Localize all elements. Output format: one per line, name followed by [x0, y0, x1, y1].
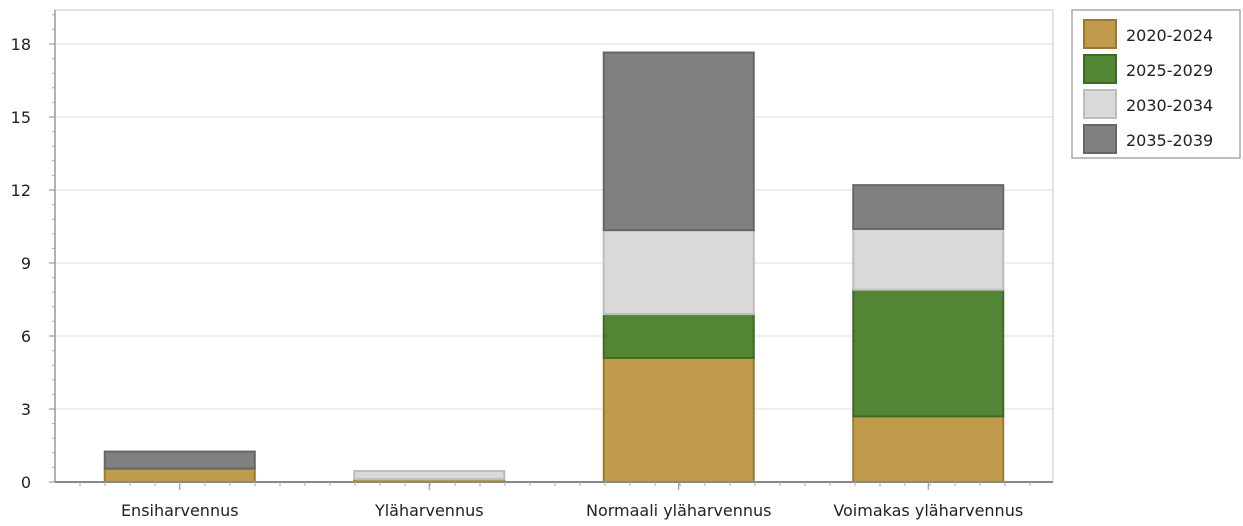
bar-segment-2-2 — [602, 229, 755, 316]
bar-segment-3-0 — [852, 415, 1005, 483]
legend-label-3: 2035-2039 — [1126, 131, 1213, 150]
bar-segment-3-2 — [852, 227, 1005, 291]
y-tick-label: 9 — [21, 254, 31, 273]
y-tick-label: 3 — [21, 400, 31, 419]
y-tick-label: 18 — [11, 35, 31, 54]
bar-segment-3-1 — [852, 288, 1005, 418]
bar-segment-1-2 — [353, 470, 506, 481]
bar-segment-0-3 — [103, 450, 256, 470]
y-tick-label: 0 — [21, 473, 31, 492]
x-tick-label: Yläharvennus — [374, 501, 484, 520]
bar-segment-0-0 — [103, 467, 256, 484]
x-tick-label: Voimakas yläharvennus — [833, 501, 1023, 520]
y-tick-label: 12 — [11, 181, 31, 200]
legend-label-1: 2025-2029 — [1126, 61, 1213, 80]
legend-swatch-3 — [1083, 124, 1117, 154]
legend-swatch-2 — [1083, 89, 1117, 119]
x-tick-label: Ensiharvennus — [121, 501, 239, 520]
legend: 2020-2024 2025-2029 2030-2034 2035-2039 — [1071, 9, 1241, 159]
bar-segment-2-3 — [602, 51, 755, 232]
legend-label-0: 2020-2024 — [1126, 26, 1213, 45]
bar-segment-2-0 — [602, 356, 755, 483]
legend-label-2: 2030-2034 — [1126, 96, 1213, 115]
y-tick-label: 6 — [21, 327, 31, 346]
bars — [103, 51, 1005, 484]
axes: 0 3 6 9 12 15 18 Ensiharvennus Yläharvennus Norma… — [11, 10, 1053, 520]
bar-segment-3-3 — [852, 184, 1005, 230]
bar-segment-2-1 — [602, 313, 755, 359]
legend-swatch-1 — [1083, 54, 1117, 84]
y-tick-label: 15 — [11, 108, 31, 127]
legend-swatch-0 — [1083, 19, 1117, 49]
x-tick-label: Normaali yläharvennus — [586, 501, 772, 520]
